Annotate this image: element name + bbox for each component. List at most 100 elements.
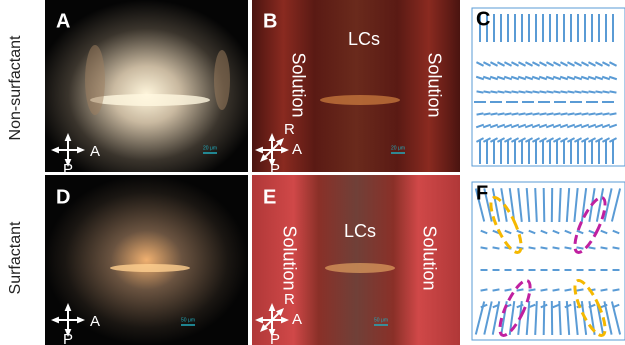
- director: [512, 113, 519, 114]
- region-label: LCs: [344, 221, 376, 241]
- polarizer-label: P: [63, 331, 73, 345]
- director: [561, 91, 568, 92]
- row-label: Non-surfactant: [7, 35, 24, 140]
- polarizer-label: P: [63, 161, 73, 178]
- director: [613, 247, 620, 248]
- polarizer-label: A: [292, 141, 302, 158]
- region-label: Solution: [419, 225, 439, 290]
- director: [554, 113, 561, 114]
- director: [561, 113, 568, 114]
- region-label: LCs: [348, 29, 380, 49]
- polarizer-label: A: [292, 311, 302, 328]
- director: [553, 247, 560, 248]
- director: [493, 289, 500, 290]
- director: [498, 113, 505, 114]
- director: [493, 247, 500, 248]
- director: [540, 113, 547, 114]
- bright-band: [110, 264, 190, 272]
- director: [529, 247, 536, 248]
- director: [554, 91, 561, 92]
- panel-letter: C: [476, 8, 490, 30]
- panel-letter: A: [56, 10, 70, 32]
- scale-bar-label: 20 μm: [391, 145, 405, 151]
- director: [491, 91, 498, 92]
- director: [613, 289, 620, 290]
- director: [505, 91, 512, 92]
- director: [565, 289, 572, 290]
- region-label: Solution: [279, 225, 299, 290]
- director: [484, 113, 491, 114]
- region-label: Solution: [424, 52, 444, 117]
- director: [526, 91, 533, 92]
- director: [601, 289, 608, 290]
- director: [575, 91, 582, 92]
- director: [603, 91, 610, 92]
- director: [481, 289, 488, 290]
- panel-letter: E: [263, 186, 276, 208]
- director: [526, 113, 533, 114]
- director: [544, 188, 545, 222]
- glow: [214, 50, 230, 110]
- director: [582, 113, 589, 114]
- director: [505, 113, 512, 114]
- director: [517, 289, 524, 290]
- director: [565, 247, 572, 248]
- director: [529, 289, 536, 290]
- director: [575, 113, 582, 114]
- director: [582, 91, 589, 92]
- director: [553, 289, 560, 290]
- scale-bar-label: 50 μm: [374, 317, 388, 323]
- director: [559, 188, 560, 222]
- polarizer-label: P: [270, 161, 280, 178]
- panel-letter: D: [56, 186, 70, 208]
- director: [577, 289, 584, 290]
- polarizer-label: A: [90, 143, 100, 160]
- director: [512, 91, 519, 92]
- director: [541, 247, 548, 248]
- director: [589, 91, 596, 92]
- director: [568, 91, 575, 92]
- director: [596, 113, 603, 114]
- director: [477, 91, 484, 92]
- director: [559, 301, 560, 335]
- director: [589, 247, 596, 248]
- director: [541, 289, 548, 290]
- director: [505, 289, 512, 290]
- director: [484, 91, 491, 92]
- director: [519, 91, 526, 92]
- director: [491, 113, 498, 114]
- director: [577, 247, 584, 248]
- director: [533, 91, 540, 92]
- bright-band: [320, 95, 400, 105]
- bright-band: [325, 263, 395, 273]
- director: [547, 91, 554, 92]
- region-label: Solution: [288, 52, 308, 117]
- director: [540, 91, 547, 92]
- polarizer-label: A: [90, 313, 100, 330]
- row-label: Surfactant: [7, 221, 24, 294]
- director: [477, 113, 484, 114]
- director: [603, 113, 610, 114]
- schematic: [472, 182, 625, 340]
- director: [568, 113, 575, 114]
- polarizer-label: R: [284, 121, 295, 138]
- polarizer-label: P: [270, 331, 280, 345]
- glow: [85, 45, 105, 115]
- director: [610, 91, 617, 92]
- director: [610, 113, 617, 114]
- panel-letter: F: [476, 182, 488, 204]
- scale-bar-label: 20 μm: [203, 145, 217, 151]
- director: [498, 91, 505, 92]
- director: [481, 247, 488, 248]
- director: [519, 113, 526, 114]
- panel-letter: B: [263, 10, 277, 32]
- scale-bar-label: 50 μm: [181, 317, 195, 323]
- polarizer-label: R: [284, 291, 295, 308]
- director: [596, 91, 603, 92]
- figure: Non-surfactant Surfactant A B C D E F So…: [0, 0, 625, 345]
- bright-band: [90, 94, 210, 106]
- page: {"row_labels": ["Non-surfactant", "Surfa…: [0, 0, 625, 345]
- director: [589, 113, 596, 114]
- director: [547, 113, 554, 114]
- director: [533, 113, 540, 114]
